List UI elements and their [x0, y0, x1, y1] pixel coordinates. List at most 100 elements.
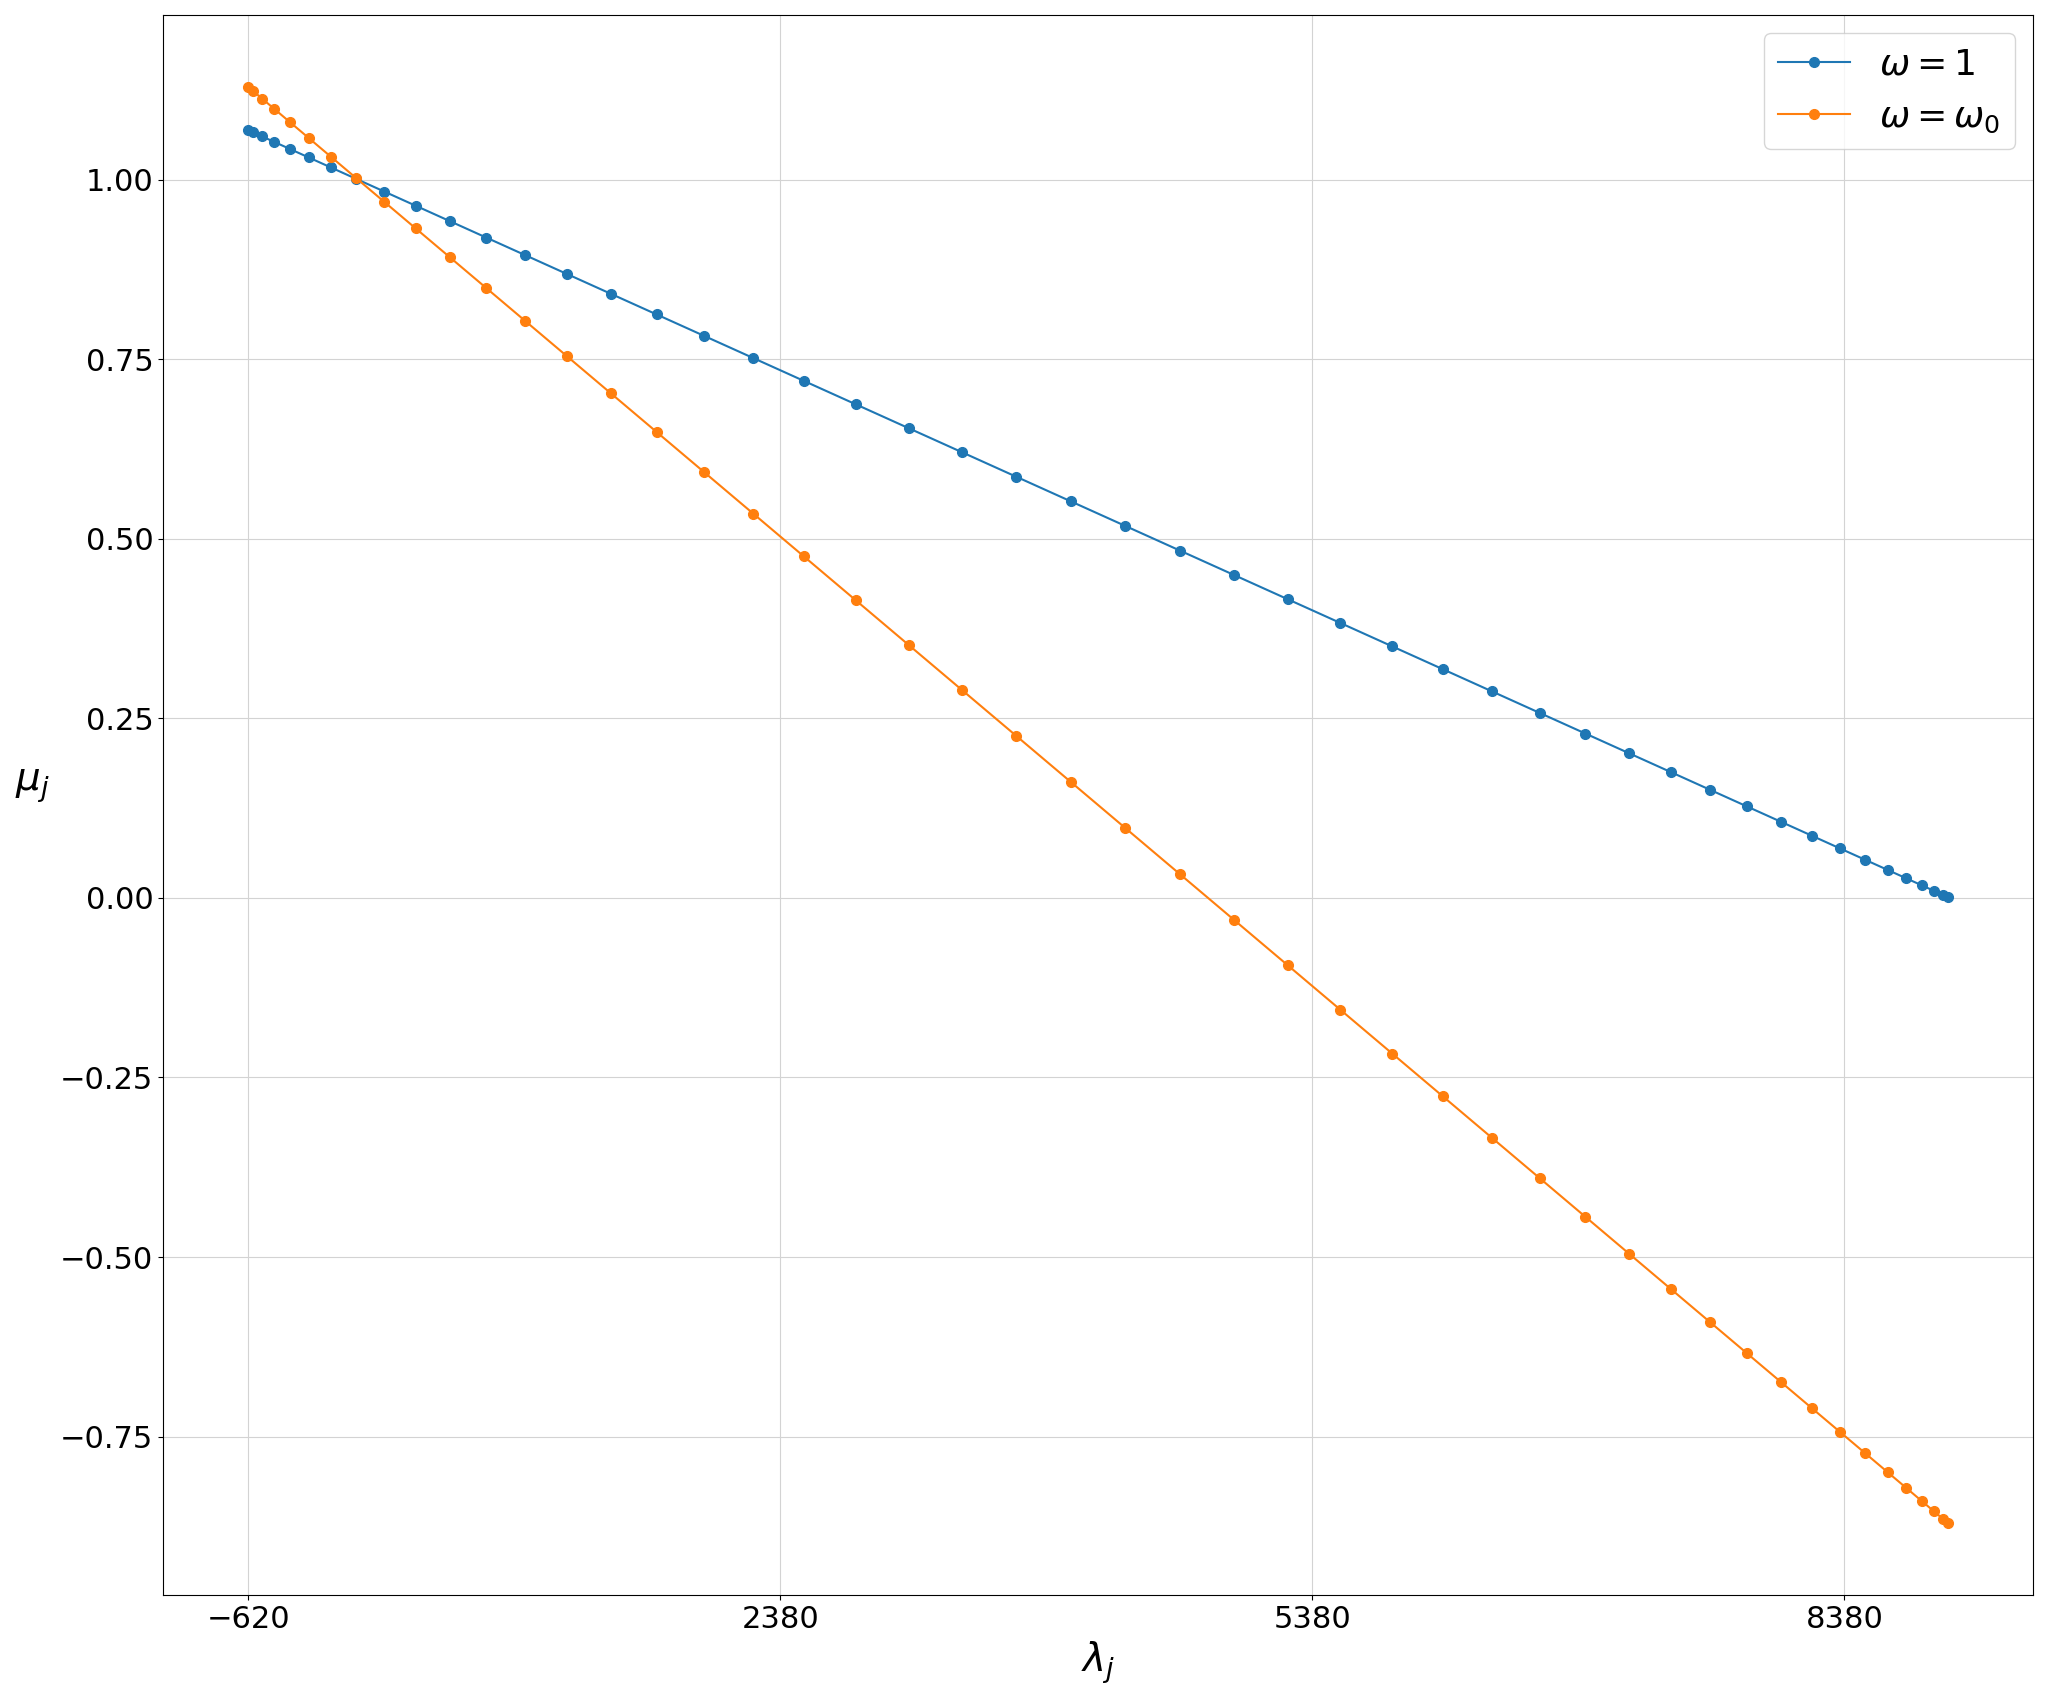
- $\omega = \omega_0$: [1327, 1000, 1352, 1021]
- $\omega = \omega_0$: [262, 99, 287, 119]
- $\omega = \omega_0$: [514, 311, 539, 332]
- Line: $\omega = 1$: $\omega = 1$: [244, 126, 1954, 902]
- $\omega = \omega_0$: [317, 146, 342, 167]
- $\omega = 1$: [1327, 612, 1352, 633]
- $\omega = \omega_0$: [1931, 1509, 1956, 1529]
- $\omega = 1$: [692, 325, 717, 345]
- $\omega = \omega_0$: [1894, 1478, 1919, 1499]
- $\omega = 1$: [1167, 541, 1192, 561]
- $\omega = 1$: [598, 284, 623, 304]
- $\omega = \omega_0$: [1853, 1442, 1878, 1463]
- $\omega = 1$: [473, 228, 498, 248]
- $\omega = \omega_0$: [598, 383, 623, 403]
- $\omega = \omega_0$: [897, 634, 922, 655]
- $\omega = 1$: [1432, 658, 1456, 679]
- $\omega = \omega_0$: [844, 590, 868, 611]
- $\omega = \omega_0$: [438, 247, 463, 267]
- $\omega = \omega_0$: [1735, 1342, 1759, 1363]
- $\omega = \omega_0$: [473, 277, 498, 298]
- $\omega = \omega_0$: [250, 88, 274, 109]
- $\omega = \omega_0$: [1112, 818, 1137, 839]
- $\omega = 1$: [1616, 743, 1640, 764]
- $\omega = \omega_0$: [1004, 726, 1028, 747]
- $\omega = 1$: [1800, 825, 1825, 845]
- $\omega = \omega_0$: [1829, 1422, 1853, 1442]
- $\omega = \omega_0$: [1528, 1169, 1552, 1189]
- $\omega = \omega_0$: [741, 503, 766, 524]
- $\omega = 1$: [297, 148, 322, 168]
- $\omega = \omega_0$: [1432, 1087, 1456, 1107]
- $\omega = 1$: [1935, 886, 1960, 907]
- $\omega = 1$: [1698, 779, 1722, 799]
- $\omega = 1$: [276, 139, 301, 160]
- $\omega = \omega_0$: [1800, 1398, 1825, 1419]
- $\omega = \omega_0$: [1659, 1279, 1683, 1300]
- $\omega = 1$: [1528, 703, 1552, 723]
- $\omega = 1$: [1659, 762, 1683, 782]
- $\omega = 1$: [1059, 492, 1083, 512]
- $\omega = \omega_0$: [1167, 864, 1192, 885]
- $\omega = \omega_0$: [276, 112, 301, 133]
- $\omega = 1$: [250, 126, 274, 146]
- $\omega = \omega_0$: [1921, 1502, 1946, 1522]
- $\omega = 1$: [373, 182, 397, 202]
- $\omega = 1$: [1276, 589, 1300, 609]
- $\omega = 1$: [1735, 796, 1759, 816]
- $\omega = \omega_0$: [403, 218, 428, 238]
- $\omega = \omega_0$: [242, 82, 266, 102]
- $\omega = \omega_0$: [1909, 1492, 1933, 1512]
- $\omega = 1$: [317, 156, 342, 177]
- $\omega = \omega_0$: [344, 168, 369, 189]
- $\omega = \omega_0$: [950, 680, 975, 701]
- $\omega = \omega_0$: [1059, 772, 1083, 793]
- $\omega = \omega_0$: [1876, 1461, 1901, 1482]
- $\omega = 1$: [844, 395, 868, 415]
- $\omega = 1$: [1573, 723, 1597, 743]
- $\omega = \omega_0$: [692, 463, 717, 483]
- $\omega = 1$: [236, 121, 260, 141]
- $\omega = 1$: [1829, 839, 1853, 859]
- $\omega = \omega_0$: [1616, 1243, 1640, 1264]
- Line: $\omega = \omega_0$: $\omega = \omega_0$: [244, 82, 1954, 1527]
- $\omega = 1$: [1767, 811, 1792, 832]
- $\omega = \omega_0$: [645, 422, 670, 442]
- $\omega = 1$: [514, 245, 539, 265]
- $\omega = 1$: [741, 349, 766, 369]
- $\omega = \omega_0$: [1935, 1512, 1960, 1533]
- $\omega = 1$: [950, 442, 975, 463]
- $\omega = \omega_0$: [1698, 1311, 1722, 1332]
- $\omega = 1$: [1921, 881, 1946, 902]
- $\omega = 1$: [1481, 680, 1505, 701]
- $\omega = 1$: [1112, 515, 1137, 536]
- Y-axis label: $\mu_j$: $\mu_j$: [14, 767, 49, 805]
- $\omega = \omega_0$: [793, 546, 817, 566]
- $\omega = 1$: [1004, 466, 1028, 486]
- $\omega = 1$: [1223, 565, 1247, 585]
- $\omega = 1$: [1380, 636, 1405, 657]
- $\omega = \omega_0$: [1767, 1371, 1792, 1391]
- $\omega = \omega_0$: [373, 192, 397, 213]
- $\omega = 1$: [344, 168, 369, 189]
- $\omega = 1$: [438, 211, 463, 231]
- $\omega = 1$: [1931, 885, 1956, 905]
- $\omega = 1$: [793, 371, 817, 391]
- $\omega = 1$: [242, 122, 266, 143]
- $\omega = 1$: [555, 264, 580, 284]
- $\omega = 1$: [262, 131, 287, 151]
- $\omega = 1$: [1876, 859, 1901, 879]
- $\omega = 1$: [1853, 850, 1878, 871]
- $\omega = 1$: [645, 304, 670, 325]
- $\omega = \omega_0$: [1573, 1206, 1597, 1226]
- $\omega = 1$: [1894, 868, 1919, 888]
- $\omega = \omega_0$: [1481, 1128, 1505, 1148]
- X-axis label: $\lambda_j$: $\lambda_j$: [1081, 1640, 1116, 1686]
- Legend: $\omega = 1$, $\omega = \omega_0$: $\omega = 1$, $\omega = \omega_0$: [1763, 32, 2015, 150]
- $\omega = 1$: [1909, 876, 1933, 896]
- $\omega = 1$: [897, 418, 922, 439]
- $\omega = 1$: [403, 196, 428, 216]
- $\omega = \omega_0$: [555, 345, 580, 366]
- $\omega = \omega_0$: [1223, 910, 1247, 930]
- $\omega = \omega_0$: [1380, 1043, 1405, 1063]
- $\omega = \omega_0$: [236, 77, 260, 97]
- $\omega = \omega_0$: [297, 128, 322, 148]
